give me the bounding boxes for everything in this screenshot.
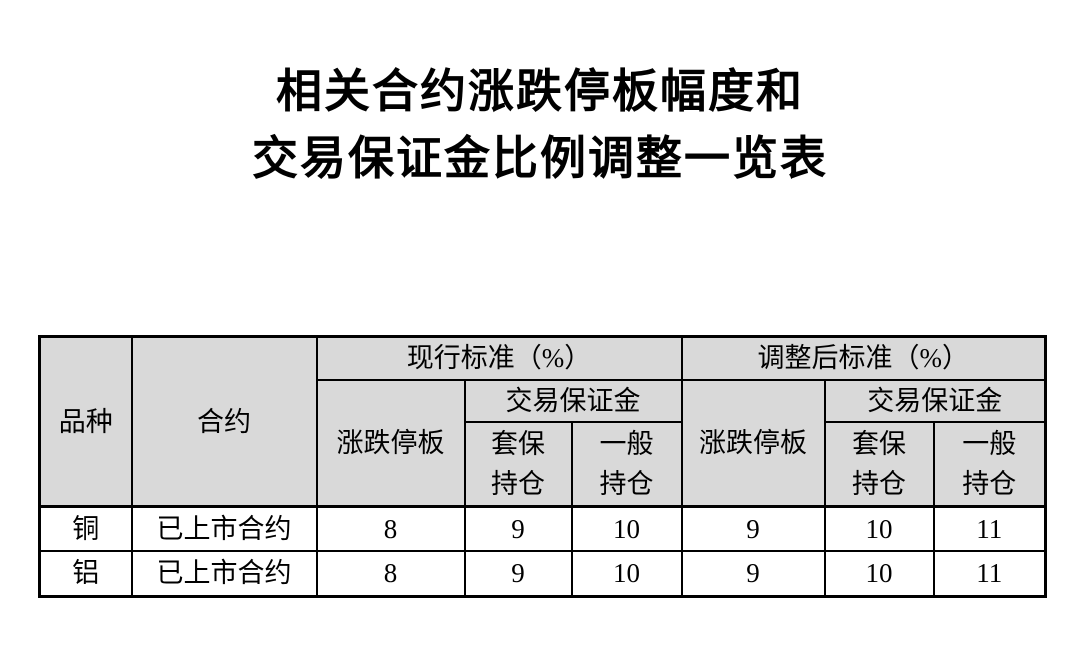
title-line-1: 相关合约涨跌停板幅度和 (276, 66, 804, 117)
header-current-price-limit: 涨跌停板 (315, 378, 466, 508)
cell-contract: 已上市合约 (130, 505, 318, 552)
cell-variety: 铝 (38, 549, 133, 598)
cell-variety: 铜 (38, 505, 133, 552)
header-current-group: 现行标准（%） (315, 335, 683, 381)
table-row-copper: 铜 已上市合约 8 9 10 9 10 11 (38, 505, 1047, 552)
cell-current-hedge: 9 (463, 505, 573, 552)
cell-current-general: 10 (570, 505, 683, 552)
header-current-hedge-position: 套保 持仓 (463, 420, 573, 508)
header-adjusted-general-position: 一般 持仓 (932, 420, 1047, 508)
header-contract: 合约 (130, 335, 318, 508)
adjustment-table: 品种 合约 现行标准（%） 调整后标准（%） 涨跌停板 交易保证金 涨跌停板 交… (38, 335, 1048, 598)
cell-adjusted-hedge: 10 (823, 505, 935, 552)
header-row-positions: 套保 持仓 一般 持仓 套保 持仓 一般 持仓 (40, 420, 1047, 508)
header-current-general-position: 一般 持仓 (570, 420, 683, 508)
header-row-groups: 品种 合约 现行标准（%） 调整后标准（%） (38, 335, 1047, 508)
header-current-margin-group: 交易保证金 (463, 378, 683, 423)
header-row-margin-groups: 涨跌停板 交易保证金 涨跌停板 交易保证金 (40, 378, 1047, 508)
cell-current-price-limit: 8 (315, 505, 466, 552)
cell-contract: 已上市合约 (130, 549, 318, 598)
header-adjusted-margin-group: 交易保证金 (823, 378, 1047, 423)
header-variety: 品种 (38, 335, 133, 508)
cell-adjusted-general: 11 (932, 549, 1047, 598)
cell-current-price-limit: 8 (315, 549, 466, 598)
cell-adjusted-price-limit: 9 (680, 505, 826, 552)
title-line-2: 交易保证金比例调整一览表 (252, 133, 828, 184)
document-title: 相关合约涨跌停板幅度和 交易保证金比例调整一览表 (0, 58, 1080, 192)
cell-adjusted-general: 11 (932, 505, 1047, 552)
header-adjusted-group: 调整后标准（%） (680, 335, 1047, 381)
header-adjusted-hedge-position: 套保 持仓 (823, 420, 935, 508)
cell-adjusted-hedge: 10 (823, 549, 935, 598)
cell-current-hedge: 9 (463, 549, 573, 598)
table-row-aluminum: 铝 已上市合约 8 9 10 9 10 11 (38, 549, 1047, 598)
cell-adjusted-price-limit: 9 (680, 549, 826, 598)
cell-current-general: 10 (570, 549, 683, 598)
header-adjusted-price-limit: 涨跌停板 (680, 378, 826, 508)
